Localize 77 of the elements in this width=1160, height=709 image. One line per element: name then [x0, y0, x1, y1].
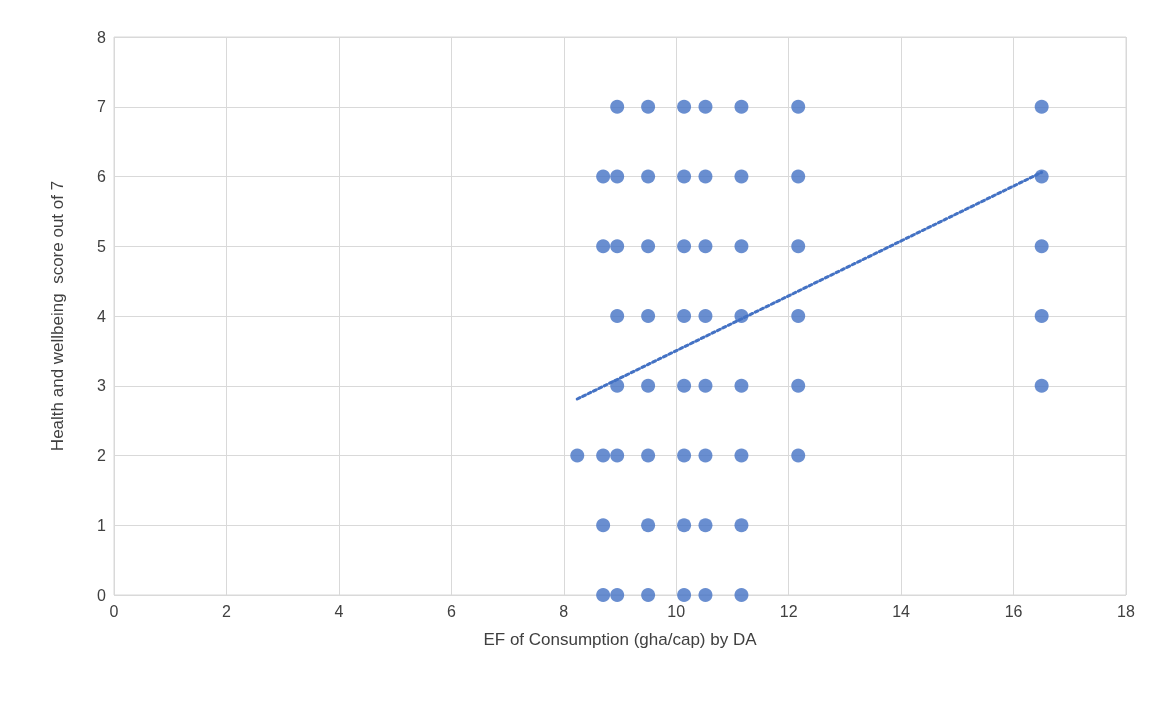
point — [1034, 239, 1049, 254]
point — [1034, 99, 1049, 114]
x-axis-title: EF of Consumption (gha/cap) by DA — [483, 630, 758, 649]
point — [677, 99, 692, 114]
y-tick-label: 1 — [97, 516, 107, 534]
point — [1034, 309, 1049, 323]
point — [641, 309, 656, 323]
x-tick-label: 8 — [559, 602, 569, 620]
point — [677, 309, 692, 323]
point — [1034, 378, 1049, 393]
point — [698, 309, 713, 323]
point — [734, 169, 749, 184]
point — [641, 518, 656, 533]
point — [610, 309, 625, 323]
point — [698, 588, 713, 602]
point — [698, 448, 713, 463]
point — [677, 448, 692, 463]
point — [734, 588, 749, 602]
point — [698, 99, 713, 114]
point — [734, 448, 749, 463]
point — [610, 239, 625, 254]
point — [1034, 169, 1049, 184]
x-tick-label: 6 — [446, 602, 456, 620]
point — [641, 239, 656, 254]
point — [791, 169, 806, 184]
point — [791, 239, 806, 254]
x-tick-label: 18 — [1117, 602, 1135, 620]
y-tick-label: 5 — [97, 237, 107, 255]
point — [734, 309, 749, 323]
x-tick-label: 0 — [109, 602, 119, 620]
point — [677, 588, 692, 602]
y-tick-label: 2 — [97, 447, 107, 464]
point — [677, 378, 692, 393]
y-tick-label: 0 — [97, 586, 107, 604]
point — [596, 239, 611, 254]
point — [596, 588, 611, 602]
point — [734, 99, 749, 114]
point — [677, 518, 692, 533]
x-tick-label: 16 — [1004, 602, 1023, 620]
point — [641, 378, 656, 393]
point — [791, 309, 806, 323]
x-tick-label: 2 — [221, 602, 231, 620]
y-tick-label: 7 — [97, 98, 107, 116]
point — [791, 99, 806, 114]
point — [698, 518, 713, 533]
point — [698, 239, 713, 254]
y-tick-label: 4 — [97, 307, 107, 325]
point — [610, 99, 625, 114]
x-tick-label: 14 — [892, 602, 911, 620]
point — [610, 588, 625, 602]
point — [677, 239, 692, 254]
point — [641, 588, 656, 602]
point — [698, 169, 713, 184]
point — [610, 169, 625, 184]
point — [641, 169, 656, 184]
point — [734, 518, 749, 533]
point — [596, 448, 611, 463]
point — [734, 378, 749, 393]
point — [641, 99, 656, 114]
point — [698, 378, 713, 393]
point — [610, 378, 625, 393]
point — [610, 448, 625, 463]
point — [570, 448, 585, 463]
point — [596, 169, 611, 184]
x-tick-label: 12 — [779, 602, 798, 620]
x-tick-label: 4 — [334, 602, 344, 620]
x-tick-label: 10 — [667, 602, 686, 620]
point — [791, 448, 806, 463]
y-tick-label: 6 — [97, 168, 107, 185]
point — [641, 448, 656, 463]
y-axis-title: Health and wellbeing score out of 7 — [48, 180, 67, 452]
point — [734, 239, 749, 254]
point — [677, 169, 692, 184]
y-tick-label: 3 — [97, 377, 107, 395]
point — [791, 378, 806, 393]
point — [596, 518, 611, 533]
y-tick-label: 8 — [97, 28, 107, 46]
